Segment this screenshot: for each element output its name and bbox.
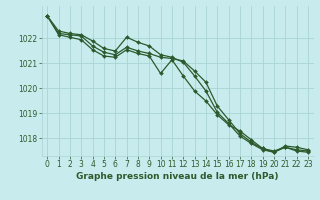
X-axis label: Graphe pression niveau de la mer (hPa): Graphe pression niveau de la mer (hPa) bbox=[76, 172, 279, 181]
